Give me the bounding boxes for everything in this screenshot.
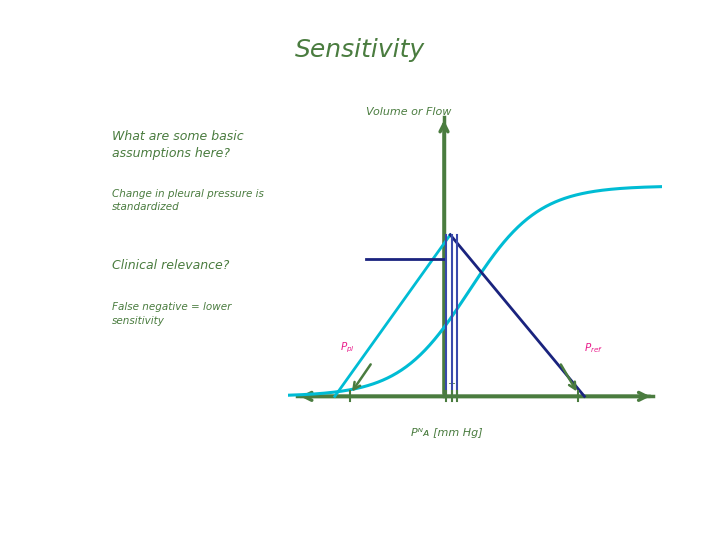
Text: Clinical relevance?: Clinical relevance?: [112, 259, 229, 272]
Text: Sensitivity: Sensitivity: [295, 38, 425, 62]
Text: +: +: [447, 379, 455, 389]
Text: $P_{ref}$: $P_{ref}$: [584, 341, 603, 355]
Text: $P_{pl}$: $P_{pl}$: [340, 340, 355, 355]
Text: Change in pleural pressure is
standardized: Change in pleural pressure is standardiz…: [112, 189, 264, 212]
Text: False negative = lower
sensitivity: False negative = lower sensitivity: [112, 302, 231, 326]
Text: What are some basic
assumptions here?: What are some basic assumptions here?: [112, 130, 243, 160]
Text: Volume or Flow: Volume or Flow: [366, 107, 451, 117]
Text: Pᴺᴀ [mm Hg]: Pᴺᴀ [mm Hg]: [411, 428, 483, 438]
